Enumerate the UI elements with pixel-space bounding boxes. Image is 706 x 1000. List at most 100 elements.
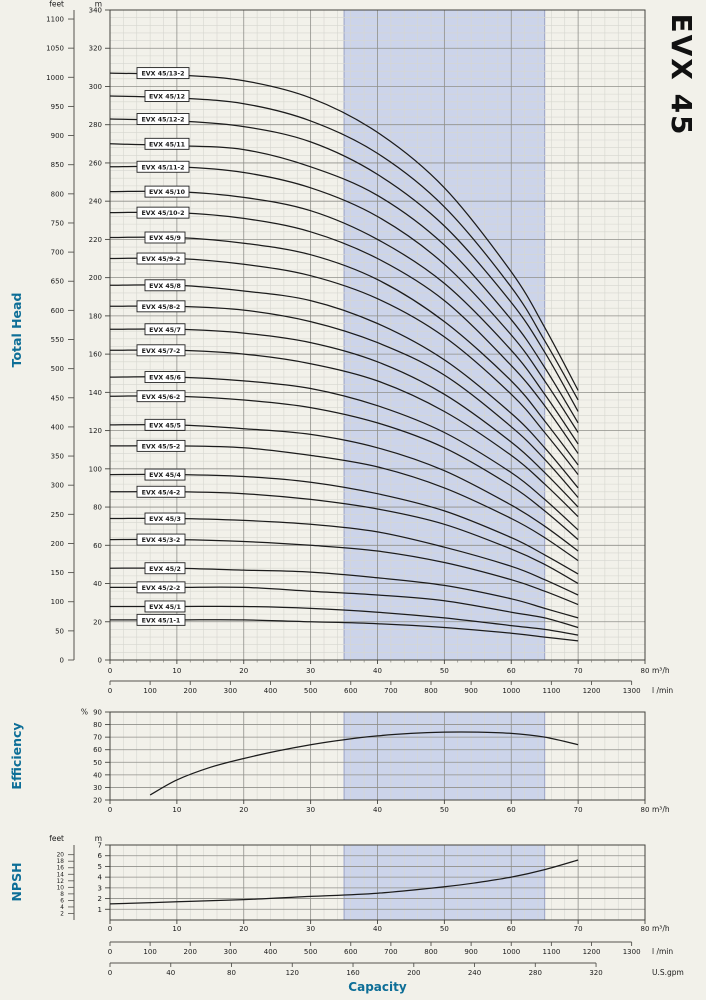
pump-curve	[109, 257, 579, 475]
m3h-tick-label: 10	[172, 667, 181, 675]
lmin-tick-label: 1100	[542, 687, 560, 695]
m-tick-label: 200	[89, 274, 102, 282]
curve-label-box	[144, 600, 186, 613]
feet-tick-label: 0	[60, 657, 64, 665]
m-tick-label: 40	[93, 580, 102, 588]
pump-curve	[109, 376, 579, 531]
curve-label: EVX 45/9-2	[142, 256, 181, 263]
pct-tick-label: 60	[93, 746, 102, 754]
lmin-tick-label: 700	[384, 687, 397, 695]
npsh-feet-tick-label: 6	[60, 898, 64, 904]
m-tick-label: 140	[89, 389, 102, 397]
feet-tick-label: 250	[51, 511, 64, 519]
m3h-tick-label: 40	[373, 667, 382, 675]
gpm-tick-label: 200	[407, 969, 420, 977]
curve-label: EVX 45/10-2	[141, 210, 184, 217]
lmin-tick-label: 900	[464, 948, 477, 956]
m3h-tick-label: 60	[507, 925, 516, 933]
gpm-tick-label: 320	[589, 969, 602, 977]
gpm-tick-label: 160	[346, 969, 359, 977]
curve-label-box	[136, 160, 190, 173]
feet-tick-label: 100	[51, 598, 64, 606]
feet-tick-label: 400	[51, 423, 64, 431]
npsh-m-tick-label: 6	[98, 852, 103, 860]
lmin-tick-label: 300	[224, 687, 237, 695]
m3h-tick-label: 0	[108, 806, 112, 814]
feet-unit-label: feet	[49, 834, 64, 843]
curve-label: EVX 45/7	[149, 327, 181, 334]
pump-curve	[109, 118, 579, 412]
curve-label: EVX 45/10	[149, 189, 186, 196]
pump-curve	[109, 517, 579, 596]
pump-curve	[109, 567, 579, 619]
npsh-feet-tick-label: 16	[57, 866, 65, 872]
m3h-tick-label: 20	[239, 925, 248, 933]
gpm-tick-label: 40	[166, 969, 175, 977]
npsh-feet-tick-label: 4	[60, 905, 64, 911]
feet-tick-label: 450	[51, 394, 64, 402]
m3h-tick-label: 30	[306, 925, 315, 933]
curve-label-box	[136, 344, 186, 357]
lmin-tick-label: 1200	[583, 948, 601, 956]
lmin-tick-label: 1000	[502, 687, 520, 695]
m-tick-label: 100	[89, 465, 102, 473]
npsh-feet-tick-label: 10	[57, 885, 65, 891]
curve-label-box	[136, 252, 186, 265]
curve-label: EVX 45/12-2	[141, 117, 184, 124]
gpm-unit-label: U.S.gpm	[652, 968, 684, 977]
curve-label-box	[136, 300, 186, 313]
npsh-feet-tick-label: 18	[57, 859, 65, 865]
curve-label: EVX 45/6	[149, 375, 181, 382]
pump-curve	[110, 619, 579, 642]
m3h-tick-label: 0	[108, 925, 112, 933]
pump-curve	[109, 95, 579, 401]
lmin-tick-label: 900	[464, 687, 477, 695]
m-tick-label: 240	[89, 198, 102, 206]
curve-label-box	[144, 418, 186, 431]
m-tick-label: 320	[89, 45, 102, 53]
m3h-tick-label: 50	[440, 667, 449, 675]
m3h-tick-label: 20	[239, 806, 248, 814]
m-tick-label: 280	[89, 121, 102, 129]
feet-tick-label: 50	[55, 627, 64, 635]
npsh-m-tick-label: 3	[98, 884, 102, 892]
lmin-tick-label: 600	[344, 948, 357, 956]
m3h-tick-label: 10	[172, 806, 181, 814]
pct-tick-label: 80	[93, 721, 102, 729]
gpm-tick-label: 240	[468, 969, 481, 977]
curve-label-box	[144, 562, 186, 575]
curve-label-box	[144, 185, 190, 198]
m3h-tick-label: 60	[507, 667, 516, 675]
m3h-tick-label: 30	[306, 667, 315, 675]
npsh-feet-tick-label: 8	[60, 892, 64, 898]
m3h-tick-label: 10	[172, 925, 181, 933]
lmin-tick-label: 500	[304, 948, 317, 956]
lmin-unit-label: l /min	[652, 947, 673, 956]
m3h-unit-label: m³/h	[652, 666, 670, 675]
percent-unit-label: %	[81, 708, 88, 717]
curve-label: EVX 45/12	[149, 94, 185, 101]
feet-tick-label: 150	[51, 569, 64, 577]
feet-tick-label: 300	[51, 482, 64, 490]
curve-label-box	[136, 206, 190, 219]
npsh-feet-tick-label: 2	[60, 911, 64, 917]
pct-tick-label: 50	[93, 759, 102, 767]
m3h-tick-label: 80	[641, 806, 650, 814]
m-tick-label: 220	[89, 236, 102, 244]
lmin-tick-label: 700	[384, 948, 397, 956]
curve-label-box	[144, 468, 186, 481]
lmin-tick-label: 800	[424, 687, 437, 695]
feet-tick-label: 350	[51, 453, 64, 461]
lmin-tick-label: 0	[108, 948, 112, 956]
curve-label-box	[144, 231, 186, 244]
feet-tick-label: 200	[51, 540, 64, 548]
lmin-tick-label: 800	[424, 948, 437, 956]
gpm-tick-label: 280	[529, 969, 542, 977]
feet-tick-label: 750	[51, 219, 64, 227]
m3h-tick-label: 80	[641, 667, 650, 675]
m3h-unit-label: m³/h	[652, 924, 670, 933]
curve-label-box	[144, 323, 186, 336]
curve-label: EVX 45/7-2	[142, 348, 181, 355]
curve-label: EVX 45/4	[149, 472, 181, 479]
